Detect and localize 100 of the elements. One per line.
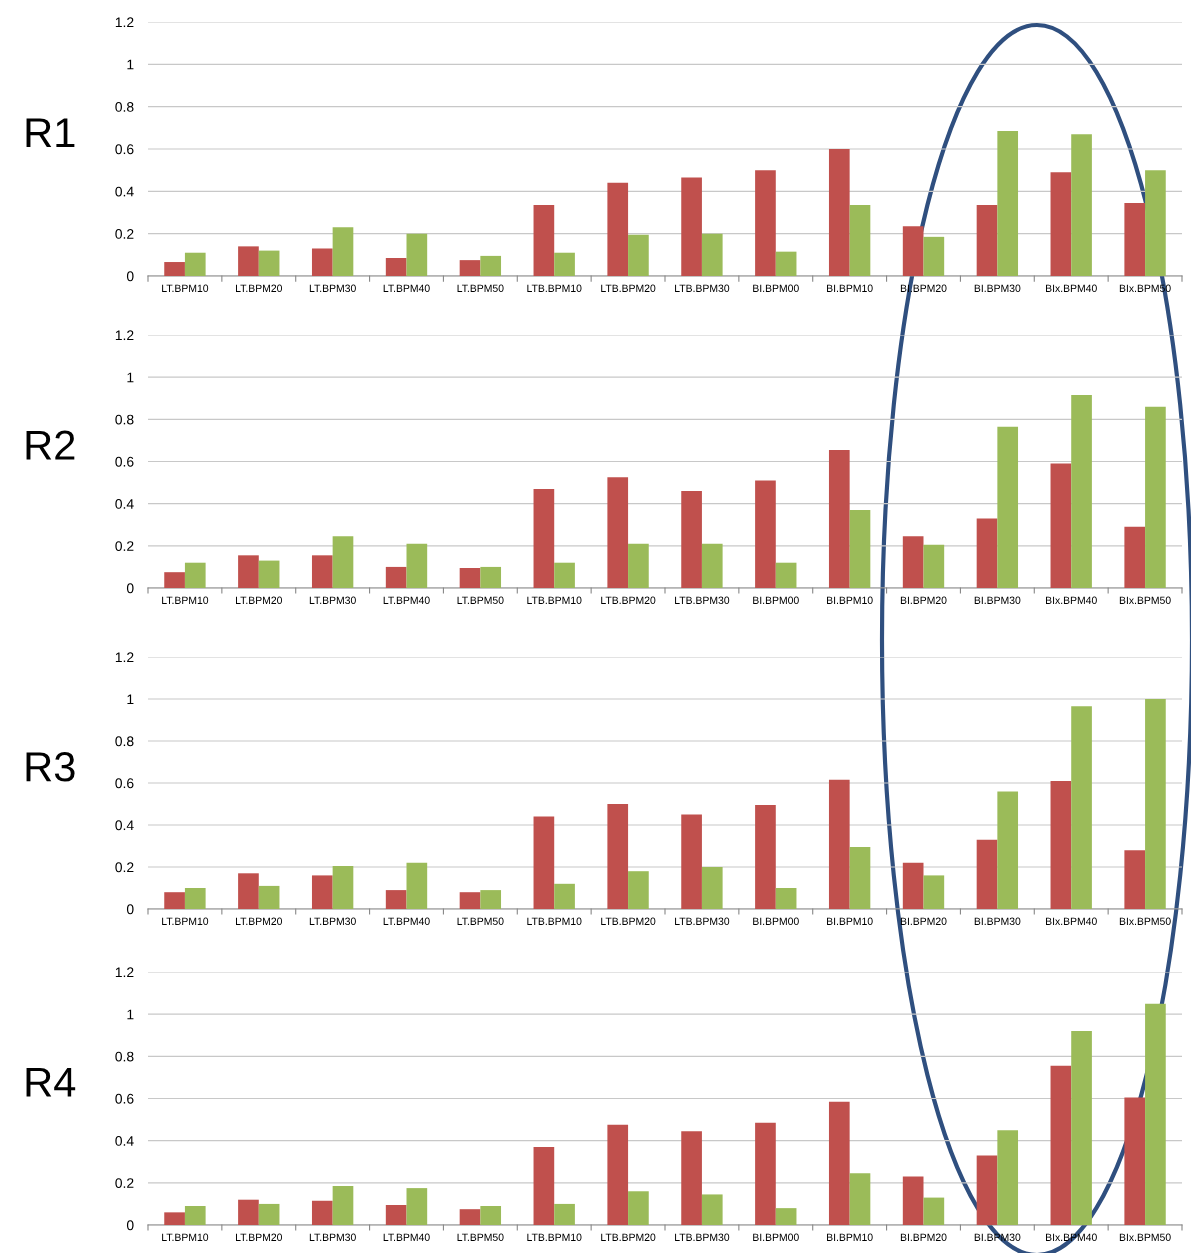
- y-tick-label: 0.8: [115, 736, 134, 747]
- bar: [997, 791, 1019, 909]
- bar: [1145, 699, 1166, 909]
- y-tick-label: 0.2: [115, 862, 134, 873]
- bar: [923, 1197, 945, 1225]
- bar: [923, 875, 945, 909]
- bar: [480, 890, 502, 909]
- bar: [681, 814, 702, 909]
- y-tick-label: 0: [126, 1220, 134, 1231]
- x-tick-label: BI.BPM10: [827, 284, 873, 292]
- bar: [480, 255, 502, 276]
- x-tick-label: LT.BPM40: [383, 1233, 430, 1241]
- bar: [1145, 406, 1166, 588]
- x-tick-label: LT.BPM10: [162, 596, 209, 604]
- bar: [923, 236, 945, 276]
- bar: [701, 233, 723, 276]
- bar: [385, 566, 407, 588]
- bar: [406, 862, 428, 909]
- x-tick-label: LT.BPM10: [162, 917, 209, 925]
- bar: [1071, 1031, 1092, 1225]
- bar: [828, 449, 850, 588]
- y-tick-label: 0.2: [115, 229, 134, 239]
- bar: [849, 509, 871, 588]
- bar: [533, 816, 555, 909]
- x-tick-label: BIx.BPM40: [1046, 284, 1097, 292]
- y-tick-label: 0.6: [115, 1093, 134, 1104]
- y-tick-label: 0: [126, 583, 134, 594]
- bar: [385, 1204, 407, 1225]
- x-tick-label: LTB.BPM30: [675, 1233, 730, 1241]
- bar: [1124, 1097, 1146, 1225]
- x-tick-label: LTB.BPM10: [527, 596, 582, 604]
- y-tick-label: 0.2: [115, 1178, 134, 1188]
- x-tick-label: BIx.BPM40: [1046, 596, 1097, 604]
- bar: [755, 170, 776, 276]
- bar: [533, 205, 555, 276]
- bar: [311, 248, 333, 276]
- bar: [755, 480, 776, 588]
- bar: [1071, 706, 1092, 909]
- bar: [385, 258, 407, 276]
- bar: [332, 536, 354, 588]
- bar: [1124, 526, 1146, 588]
- bar: [701, 867, 723, 909]
- bar: [164, 1212, 185, 1225]
- x-tick-label: LT.BPM20: [236, 1233, 283, 1241]
- text: R3: [26, 752, 75, 782]
- x-tick-label: BI.BPM30: [974, 284, 1021, 292]
- x-tick-label: LT.BPM40: [383, 596, 430, 604]
- x-tick-label: BIx.BPM50: [1119, 1233, 1171, 1241]
- bar: [480, 566, 502, 588]
- x-tick-label: LT.BPM20: [236, 917, 283, 925]
- y-tick-label: 0.4: [115, 186, 134, 197]
- x-tick-label: LTB.BPM10: [527, 917, 582, 925]
- bar: [184, 888, 206, 909]
- bar: [1124, 850, 1146, 909]
- x-tick-label: LT.BPM30: [309, 284, 356, 292]
- bar: [554, 562, 575, 588]
- bar: [332, 865, 354, 909]
- y-tick-label: 0.4: [115, 1136, 134, 1146]
- bar: [258, 560, 280, 588]
- bar: [311, 875, 333, 909]
- x-tick-label: BI.BPM00: [753, 284, 799, 292]
- bar: [533, 488, 555, 588]
- bar: [681, 177, 702, 276]
- x-tick-label: LT.BPM20: [236, 596, 283, 604]
- bar: [1050, 780, 1072, 909]
- bar: [1071, 134, 1092, 276]
- bar: [681, 1131, 702, 1225]
- bar: [902, 226, 924, 276]
- x-tick-label: LTB.BPM30: [675, 284, 730, 292]
- y-tick-label: 0.4: [115, 499, 134, 509]
- x-tick-label: BIx.BPM50: [1119, 917, 1171, 925]
- y-tick-label: 1.2: [115, 967, 134, 978]
- bar: [554, 252, 575, 276]
- text: R2: [26, 430, 75, 460]
- y-tick-label: 0.2: [115, 541, 134, 551]
- bar: [184, 252, 206, 276]
- x-tick-label: LTB.BPM10: [527, 1233, 582, 1241]
- x-tick-label: LT.BPM30: [309, 596, 356, 604]
- bar: [1145, 1003, 1166, 1225]
- y-tick-label: 0.6: [115, 144, 134, 155]
- bar: [755, 1122, 776, 1225]
- bar: [923, 544, 945, 588]
- bar: [775, 562, 797, 588]
- y-tick-label: 0: [126, 271, 134, 282]
- bar: [406, 543, 428, 588]
- bar: [311, 555, 333, 588]
- bar: [607, 804, 629, 909]
- x-tick-label: LTB.BPM20: [601, 596, 656, 604]
- bar: [459, 1209, 481, 1225]
- x-tick-label: LT.BPM40: [383, 917, 430, 925]
- bar: [184, 562, 206, 588]
- bar: [1124, 202, 1146, 276]
- x-tick-label: LTB.BPM10: [527, 284, 582, 292]
- bar: [775, 888, 797, 909]
- bar: [164, 892, 185, 909]
- bar: [459, 567, 481, 588]
- bar: [828, 1101, 850, 1225]
- bar: [628, 234, 649, 276]
- bar: [775, 1208, 797, 1225]
- y-tick-label: 1: [127, 372, 134, 383]
